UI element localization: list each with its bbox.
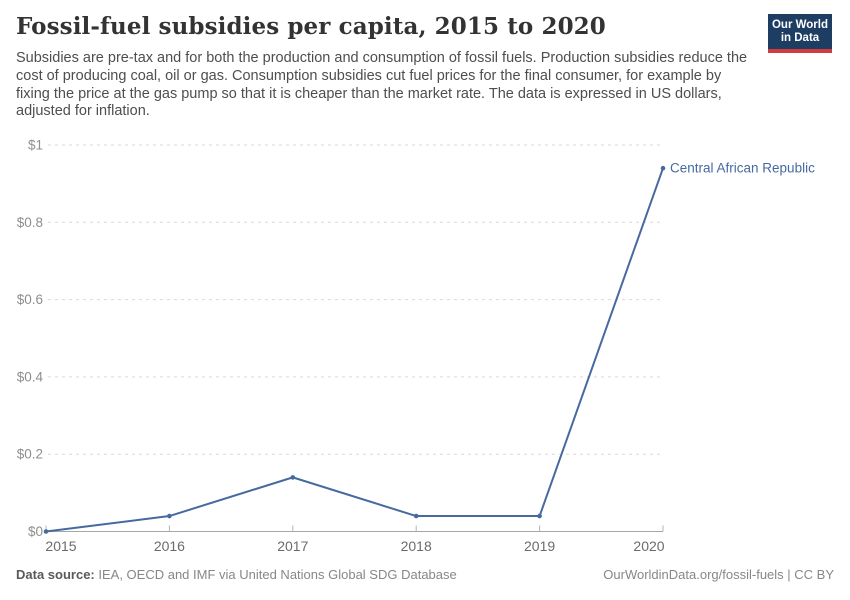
data-point-marker [413, 513, 419, 519]
y-axis-tick-label: $0.2 [17, 447, 43, 462]
data-point-marker [167, 513, 172, 519]
chart-subtitle: Subsidies are pre-tax and for both the p… [16, 50, 748, 120]
y-axis-tick-label: $1 [28, 138, 43, 153]
attribution-link[interactable]: OurWorldinData.org/fossil-fuels | CC BY [603, 567, 834, 582]
page-title: Fossil-fuel subsidies per capita, 2015 t… [16, 13, 606, 40]
data-source-text: IEA, OECD and IMF via United Nations Glo… [94, 567, 457, 582]
x-axis-tick-label: 2016 [154, 538, 185, 554]
x-axis-tick-label: 2020 [633, 538, 664, 554]
data-point-marker [43, 529, 49, 534]
data-point-marker [537, 513, 542, 519]
y-axis-tick-label: $0.8 [17, 215, 43, 230]
series-end-label[interactable]: Central African Republic [670, 161, 815, 176]
data-series-line[interactable] [45, 167, 664, 533]
y-axis-tick-label: $0 [28, 524, 43, 539]
owid-logo-line2: in Data [780, 32, 820, 44]
data-point-marker [290, 475, 296, 480]
owid-logo-line1: Our World [771, 19, 828, 31]
x-axis-tick-label: 2019 [524, 538, 555, 554]
owid-logo[interactable]: Our World in Data [768, 14, 832, 53]
x-axis-tick-label: 2015 [45, 538, 76, 554]
data-point-marker [660, 165, 666, 171]
data-source-label: Data source: [16, 567, 95, 582]
y-axis-tick-label: $0.6 [17, 292, 43, 307]
x-axis-tick-label: 2017 [277, 538, 308, 554]
data-source: Data source: IEA, OECD and IMF via Unite… [16, 567, 457, 582]
chart-footer: Data source: IEA, OECD and IMF via Unite… [16, 567, 834, 582]
x-axis-tick-label: 2018 [401, 538, 432, 554]
y-axis-tick-label: $0.4 [17, 369, 44, 384]
